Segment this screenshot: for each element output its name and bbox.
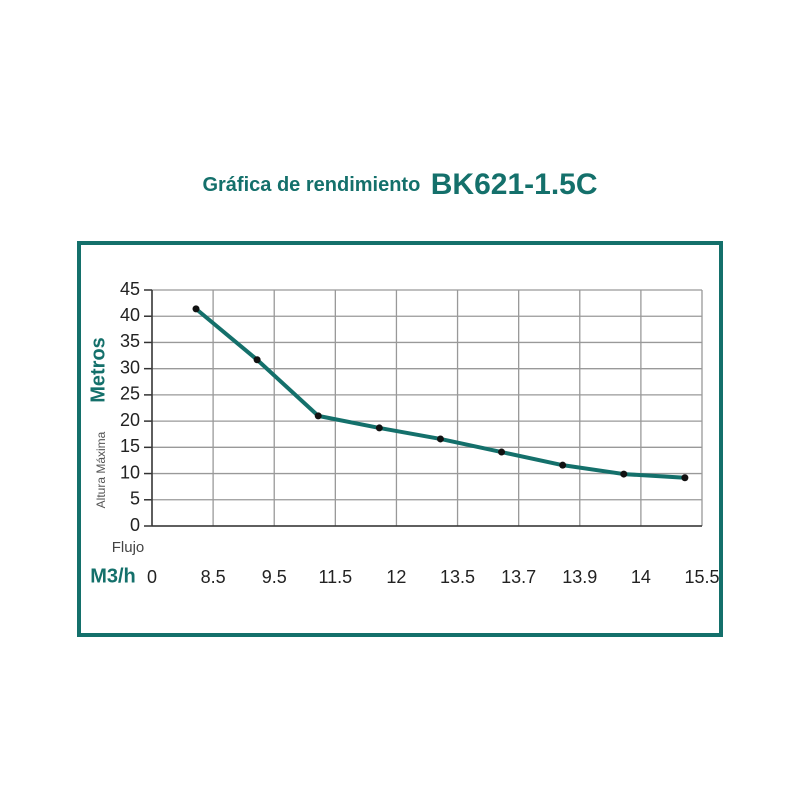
point [375, 424, 383, 432]
x-tick-label: 12 [386, 567, 406, 587]
y-tick-label: 30 [120, 357, 140, 377]
x-tick-label: 9.5 [262, 567, 287, 587]
chart-title: Gráfica de rendimiento BK621-1.5C [202, 168, 597, 201]
frame [77, 241, 723, 637]
title: Gráfica de rendimiento [202, 174, 420, 196]
y-tick-label: 25 [120, 384, 140, 404]
point [559, 461, 567, 469]
x-tick-label: 14 [631, 567, 651, 587]
y-tick-label: 35 [120, 331, 140, 351]
x-tick-label: 11.5 [318, 567, 352, 587]
y-label: Metros [87, 337, 109, 403]
x-label: M3/h [90, 565, 136, 587]
point [620, 470, 628, 478]
model: BK621-1.5C [431, 168, 598, 201]
y-tick-label: 15 [120, 436, 140, 456]
y-tick-label: 40 [120, 305, 140, 325]
x-tick-label: 13.7 [501, 567, 536, 587]
y-tick-label: 5 [130, 489, 140, 509]
x-tick-label: 8.5 [201, 567, 226, 587]
y-tick-label: 10 [120, 462, 140, 482]
point [498, 448, 506, 456]
point [314, 412, 322, 420]
x-label-top: Flujo [112, 539, 145, 556]
point [681, 474, 689, 482]
y-tick-label: 20 [120, 410, 140, 430]
x-tick-label: 13.9 [562, 567, 597, 587]
point [192, 305, 200, 313]
x-tick-label: 15.5 [684, 567, 719, 587]
y-tick-label: 45 [120, 279, 140, 299]
y-tick-label: 0 [130, 515, 140, 535]
point [253, 356, 261, 364]
y-label-small: Altura Máxima [94, 431, 108, 508]
x-tick-label: 0 [147, 567, 157, 587]
point [436, 435, 444, 443]
x-tick-label: 13.5 [440, 567, 475, 587]
